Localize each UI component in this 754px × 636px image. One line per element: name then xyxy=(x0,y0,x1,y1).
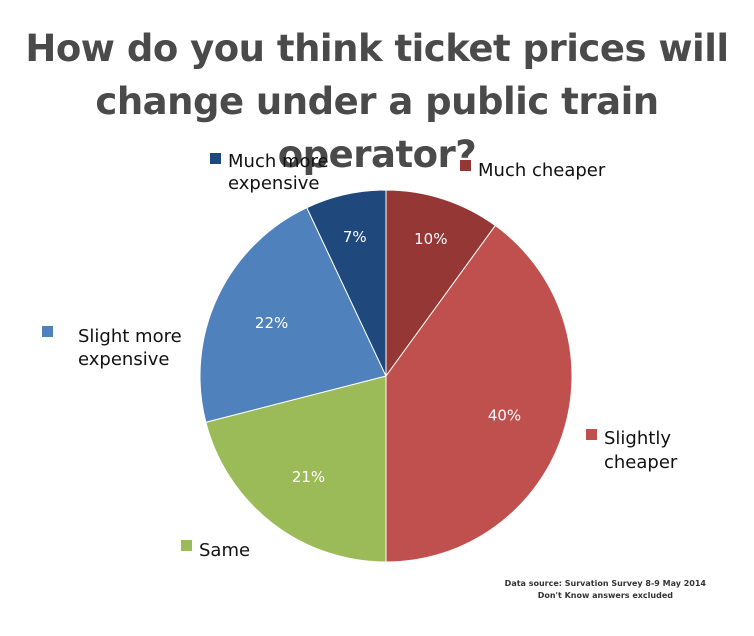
legend-marker-same xyxy=(181,540,192,551)
legend-label-same: Same xyxy=(199,540,250,561)
legend-marker-slightly-cheaper xyxy=(586,429,597,440)
chart-title-line-1: How do you think ticket prices will xyxy=(25,27,729,70)
data-source-line: Data source: Survation Survey 8-9 May 20… xyxy=(504,579,706,588)
exclusion-note-line: Don't Know answers excluded xyxy=(537,591,673,600)
legend-marker-much-more-expensive xyxy=(210,153,221,164)
legend-marker-much-cheaper xyxy=(460,160,471,171)
pie-value-labels: 10% 40% 21% 22% 7% xyxy=(255,228,521,486)
value-label-much-cheaper: 10% xyxy=(414,230,447,248)
pie-slice-slightly-cheaper xyxy=(385,224,573,563)
value-label-slight-more-expensive: 22% xyxy=(255,314,288,332)
pie-slice-much-cheaper xyxy=(385,189,497,378)
legend-label-slight-more-expensive: Slight more expensive xyxy=(78,326,182,370)
value-label-slightly-cheaper: 40% xyxy=(488,407,521,425)
legend-label-slightly-cheaper: Slightly cheaper xyxy=(604,428,678,473)
pie-legend: Much cheaper Slightly cheaper Same Slight mo… xyxy=(42,151,678,561)
value-label-same: 21% xyxy=(292,468,325,486)
chart-title: How do you think ticket prices will chan… xyxy=(0,22,754,181)
pie-slice-same xyxy=(205,375,387,563)
value-label-much-more-expensive: 7% xyxy=(343,228,367,246)
data-source-note: Data source: Survation Survey 8-9 May 20… xyxy=(505,578,706,602)
pie-slices xyxy=(199,189,573,563)
legend-label-much-cheaper: Much cheaper xyxy=(478,160,606,181)
chart-title-line-2: change under a public train operator? xyxy=(95,80,659,176)
pie-slice-slight-more-expensive xyxy=(199,207,387,423)
legend-label-much-more-expensive: Much more expensive xyxy=(228,151,329,194)
pie-slice-much-more-expensive xyxy=(306,189,387,377)
legend-marker-slight-more-expensive xyxy=(42,326,53,337)
